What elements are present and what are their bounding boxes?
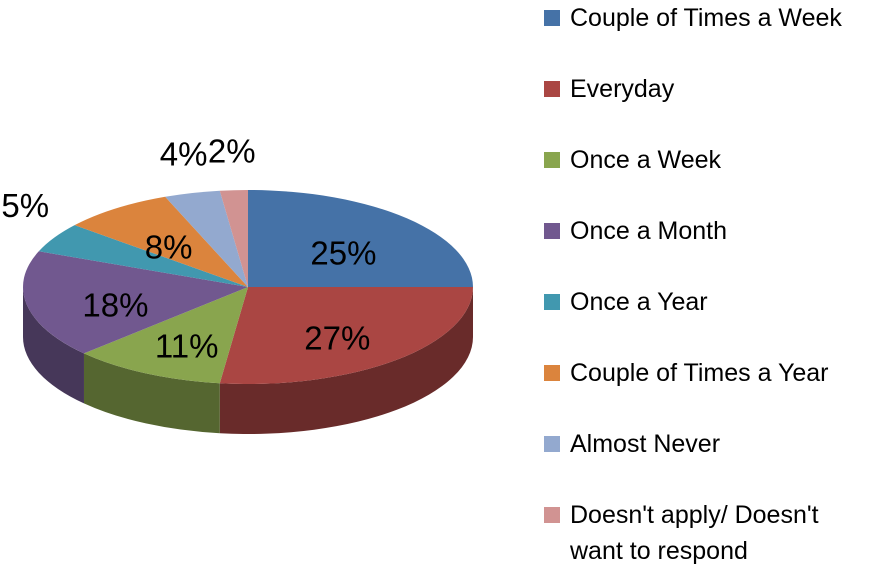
data-label: 18% bbox=[82, 287, 148, 324]
data-label: 2% bbox=[208, 132, 256, 169]
slice bbox=[219, 190, 248, 287]
legend-item: Once a Year bbox=[540, 284, 869, 320]
legend-swatch bbox=[544, 10, 560, 26]
slice-side bbox=[219, 287, 473, 434]
slice bbox=[38, 225, 248, 287]
slice bbox=[165, 190, 248, 287]
slice bbox=[23, 251, 249, 354]
slice bbox=[219, 287, 473, 384]
legend-item: Couple of Times a Year bbox=[540, 355, 869, 391]
legend-swatch bbox=[544, 294, 560, 310]
data-label: 8% bbox=[145, 229, 193, 266]
legend-item: Couple of Times a Week bbox=[540, 0, 869, 36]
data-label: 11% bbox=[155, 328, 219, 365]
slice bbox=[248, 190, 473, 287]
legend-label: Almost Never bbox=[570, 430, 721, 458]
legend-label: Once a Week bbox=[570, 146, 722, 174]
slice-side bbox=[22, 287, 84, 404]
legend-swatch bbox=[544, 507, 560, 523]
legend-label: Once a Month bbox=[570, 217, 728, 245]
data-label: 25% bbox=[310, 235, 376, 272]
slice bbox=[83, 287, 248, 384]
legend-label: Once a Year bbox=[570, 288, 708, 316]
legend-swatch bbox=[544, 365, 560, 381]
slice bbox=[74, 196, 248, 287]
legend-swatch bbox=[544, 152, 560, 168]
legend-item: Once a Week bbox=[540, 142, 869, 178]
legend: Couple of Times a Week Everyday Once a Wee… bbox=[540, 0, 869, 569]
legend-label: Everyday bbox=[570, 75, 675, 103]
slice-side bbox=[83, 353, 220, 434]
legend-label: Couple of Times a Week bbox=[570, 4, 842, 32]
legend-item: Everyday bbox=[540, 71, 869, 107]
legend-item: Almost Never bbox=[540, 426, 869, 462]
legend-item: Once a Month bbox=[540, 213, 869, 249]
legend-label: Couple of Times a Year bbox=[570, 359, 829, 387]
data-label: 4% bbox=[160, 136, 208, 173]
legend-label: Doesn't apply/ Doesn't want to respond bbox=[570, 501, 819, 565]
chart: 25% 27% 11%18% 5% 8% 4% 2% bbox=[1, 132, 473, 434]
data-label: 5% bbox=[1, 187, 49, 224]
legend-swatch bbox=[544, 436, 560, 452]
data-label: 27% bbox=[304, 319, 370, 356]
legend-item: Doesn't apply/ Doesn't want to respond bbox=[540, 497, 869, 569]
legend-swatch bbox=[544, 223, 560, 239]
legend-swatch bbox=[544, 81, 560, 97]
